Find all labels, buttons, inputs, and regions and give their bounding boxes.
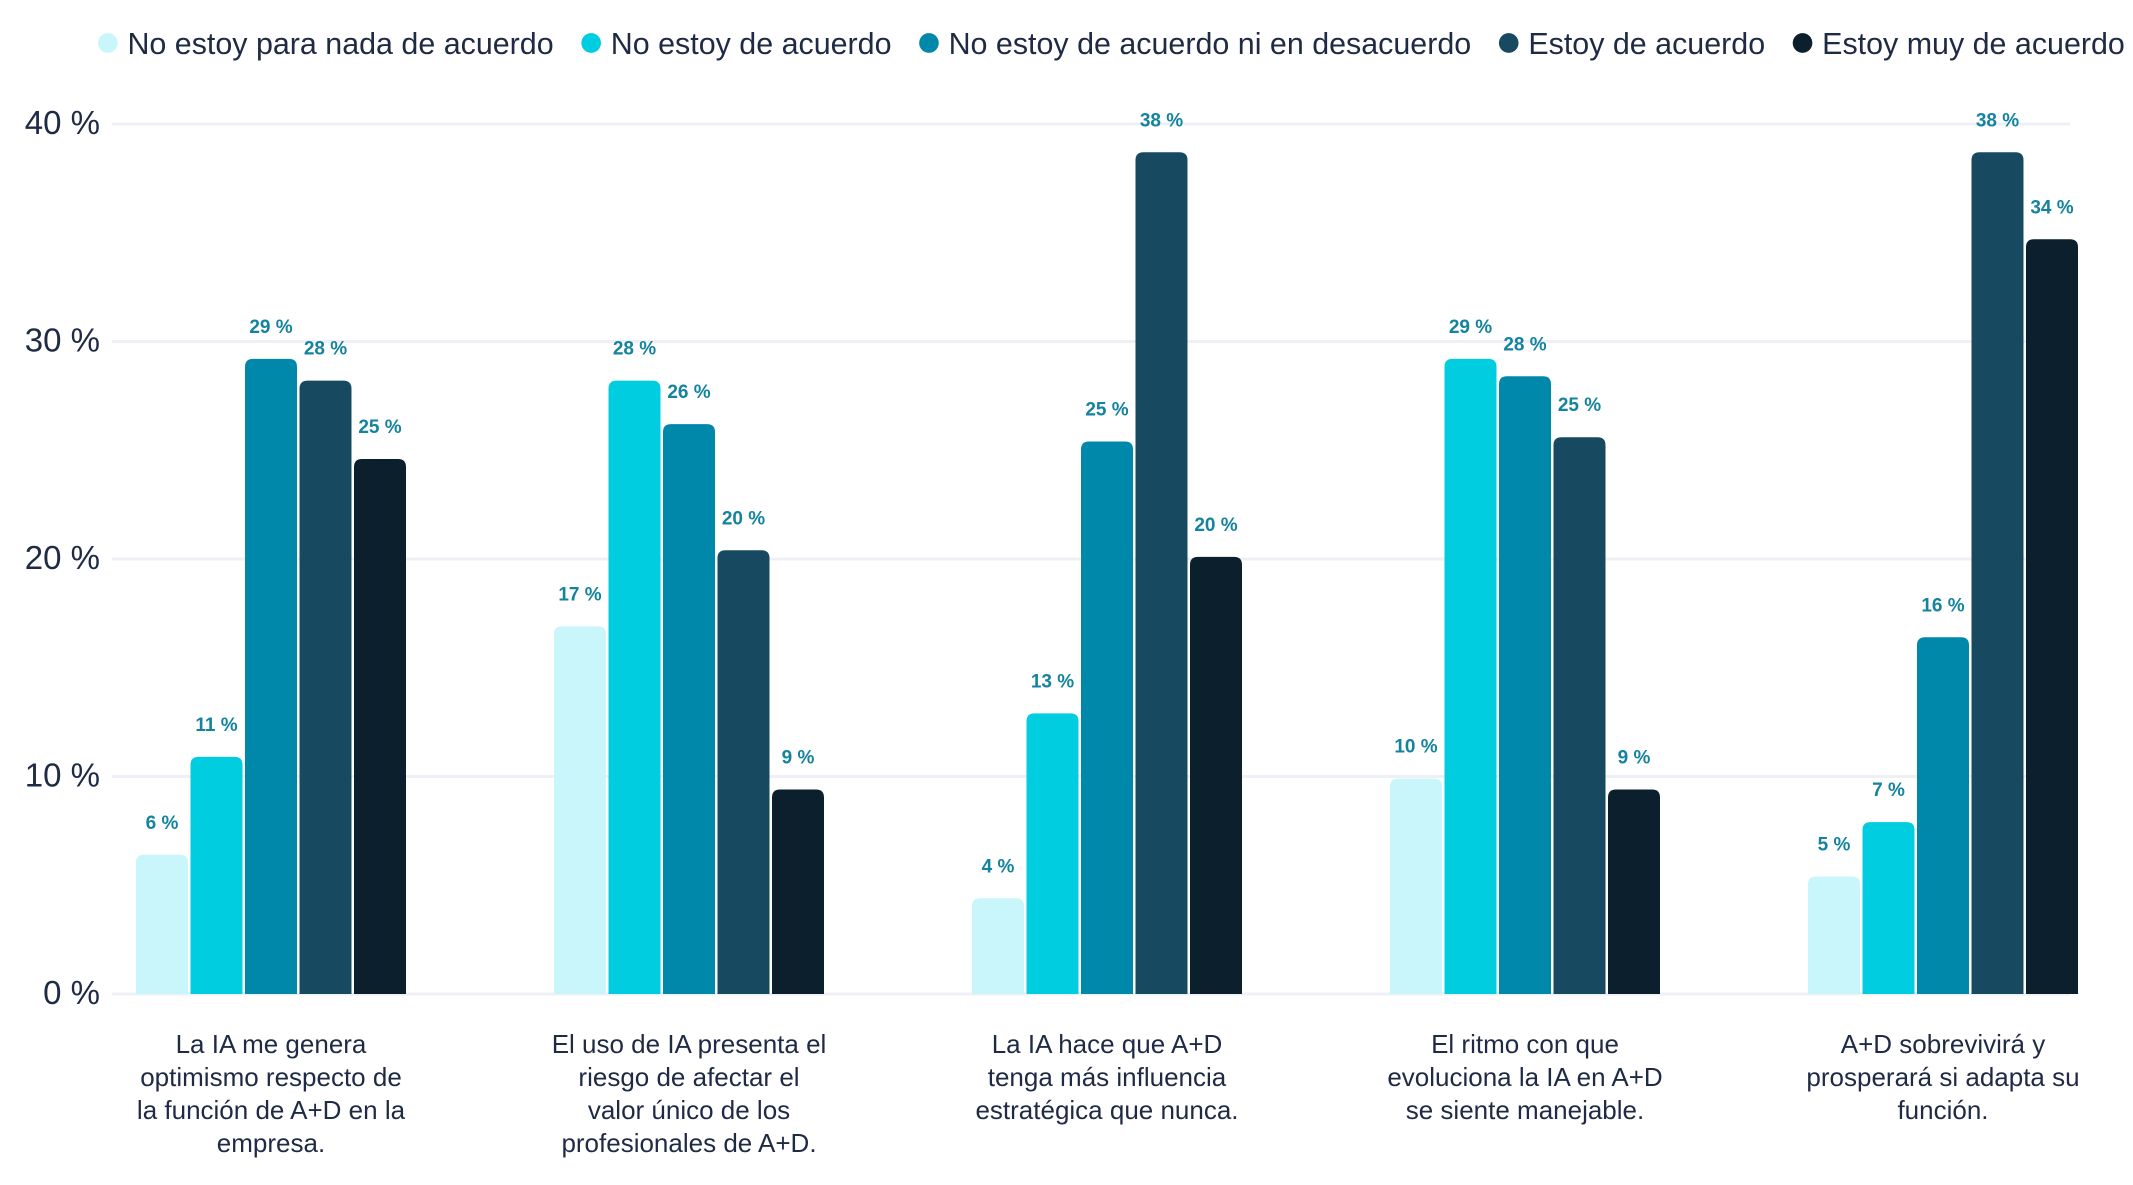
- bar: [1808, 876, 1860, 994]
- legend-label: No estoy para nada de acuerdo: [127, 27, 553, 61]
- bar: [354, 458, 406, 994]
- bar: [299, 380, 352, 994]
- data-label: 10 %: [1394, 737, 1437, 758]
- bar: [1135, 152, 1188, 994]
- bars: 6 % 11 % 29 % 28 % 25 % 17 % 28 % 26 % 20 % 9 % 4 …: [136, 110, 2078, 994]
- data-label: 28 %: [1503, 334, 1546, 355]
- x-tick-label-line: estratégica que nunca.: [975, 1095, 1238, 1125]
- data-label: 28 %: [613, 339, 656, 360]
- x-tick-label: A+D sobrevivirá y prosperará si adapta su…: [1806, 1029, 2079, 1125]
- x-tick-label-line: evoluciona la IA en A+D: [1387, 1062, 1662, 1092]
- y-tick-label: 40 %: [25, 104, 100, 141]
- data-label: 38 %: [1140, 110, 1183, 131]
- y-tick-label: 30 %: [25, 322, 100, 359]
- data-label: 29 %: [1449, 317, 1492, 338]
- bar: [1081, 441, 1133, 994]
- bar: [972, 898, 1024, 994]
- bar: [1917, 637, 1969, 994]
- x-tick-label-line: El uso de IA presenta el: [552, 1029, 827, 1059]
- data-label: 4 %: [982, 856, 1015, 877]
- legend-swatch: [919, 33, 939, 53]
- data-label: 38 %: [1976, 110, 2019, 131]
- bar: [772, 789, 824, 994]
- y-tick-label: 20 %: [25, 539, 100, 576]
- legend-swatch: [98, 33, 118, 53]
- data-label: 25 %: [358, 417, 401, 438]
- legend-label: Estoy muy de acuerdo: [1822, 27, 2125, 61]
- bar: [1499, 376, 1551, 994]
- x-tick-label: La IA me genera optimismo respecto de la f…: [137, 1029, 406, 1158]
- y-tick-label: 10 %: [25, 757, 100, 794]
- x-tick-label-line: empresa.: [217, 1128, 325, 1158]
- data-label: 6 %: [146, 813, 179, 834]
- data-label: 17 %: [558, 584, 601, 605]
- legend-label: Estoy de acuerdo: [1528, 27, 1765, 61]
- x-tick-label-line: profesionales de A+D.: [561, 1128, 816, 1158]
- data-label: 9 %: [782, 748, 815, 769]
- x-tick-label: El uso de IA presenta el riesgo de afecta…: [552, 1029, 827, 1158]
- data-label: 28 %: [304, 339, 347, 360]
- legend-label: No estoy de acuerdo: [611, 27, 892, 61]
- bar: [1026, 713, 1079, 994]
- x-tick-label-line: prosperará si adapta su: [1806, 1062, 2079, 1092]
- x-tick-label-line: valor único de los: [588, 1095, 790, 1125]
- data-label: 13 %: [1031, 671, 1074, 692]
- data-label: 25 %: [1558, 395, 1601, 416]
- bar: [608, 380, 661, 994]
- x-tick-label-line: se siente manejable.: [1406, 1095, 1644, 1125]
- bar: [1444, 358, 1497, 994]
- bar: [554, 626, 606, 994]
- data-label: 34 %: [2030, 197, 2073, 218]
- x-tick-label-line: La IA hace que A+D: [992, 1029, 1223, 1059]
- bar: [1390, 778, 1442, 994]
- x-tick-label-line: La IA me genera: [176, 1029, 367, 1059]
- data-label: 5 %: [1818, 835, 1851, 856]
- bar: [2026, 239, 2078, 994]
- y-axis: 0 % 10 % 20 % 30 % 40 %: [25, 104, 100, 1011]
- bar: [190, 756, 243, 994]
- bar: [1553, 437, 1606, 994]
- bar: [717, 550, 770, 994]
- data-label: 11 %: [195, 715, 237, 736]
- x-tick-label-line: riesgo de afectar el: [578, 1062, 799, 1092]
- bar: [663, 424, 715, 994]
- x-tick-label-line: A+D sobrevivirá y: [1841, 1029, 2045, 1059]
- data-label: 16 %: [1921, 595, 1964, 616]
- x-tick-label-line: El ritmo con que: [1431, 1029, 1619, 1059]
- legend-label: No estoy de acuerdo ni en desacuerdo: [949, 27, 1472, 61]
- data-label: 25 %: [1085, 400, 1128, 421]
- data-label: 20 %: [722, 508, 765, 529]
- bar: [1971, 152, 2024, 994]
- bar: [136, 854, 188, 994]
- legend-swatch: [1498, 33, 1519, 53]
- x-tick-label-line: la función de A+D en la: [137, 1095, 406, 1125]
- x-tick-label-line: optimismo respecto de: [140, 1062, 402, 1092]
- legend-swatch: [1792, 33, 1813, 53]
- data-label: 20 %: [1194, 515, 1237, 536]
- x-tick-label-line: tenga más influencia: [988, 1062, 1227, 1092]
- data-label: 9 %: [1618, 748, 1651, 769]
- x-tick-label: El ritmo con que evoluciona la IA en A+D s…: [1387, 1029, 1662, 1125]
- bar: [245, 358, 297, 994]
- x-tick-label-line: función.: [1897, 1095, 1988, 1125]
- data-label: 26 %: [667, 382, 710, 403]
- x-axis: La IA me genera optimismo respecto de la f…: [137, 1029, 2080, 1158]
- y-tick-label: 0 %: [43, 974, 100, 1011]
- legend-swatch: [581, 33, 601, 53]
- data-label: 29 %: [249, 317, 292, 338]
- bar: [1190, 556, 1242, 994]
- bar: [1862, 822, 1915, 994]
- x-tick-label: La IA hace que A+D tenga más influencia es…: [975, 1029, 1238, 1125]
- bar: [1608, 789, 1660, 994]
- legend: No estoy para nada de acuerdo No estoy de…: [98, 27, 2125, 61]
- data-label: 7 %: [1872, 780, 1905, 801]
